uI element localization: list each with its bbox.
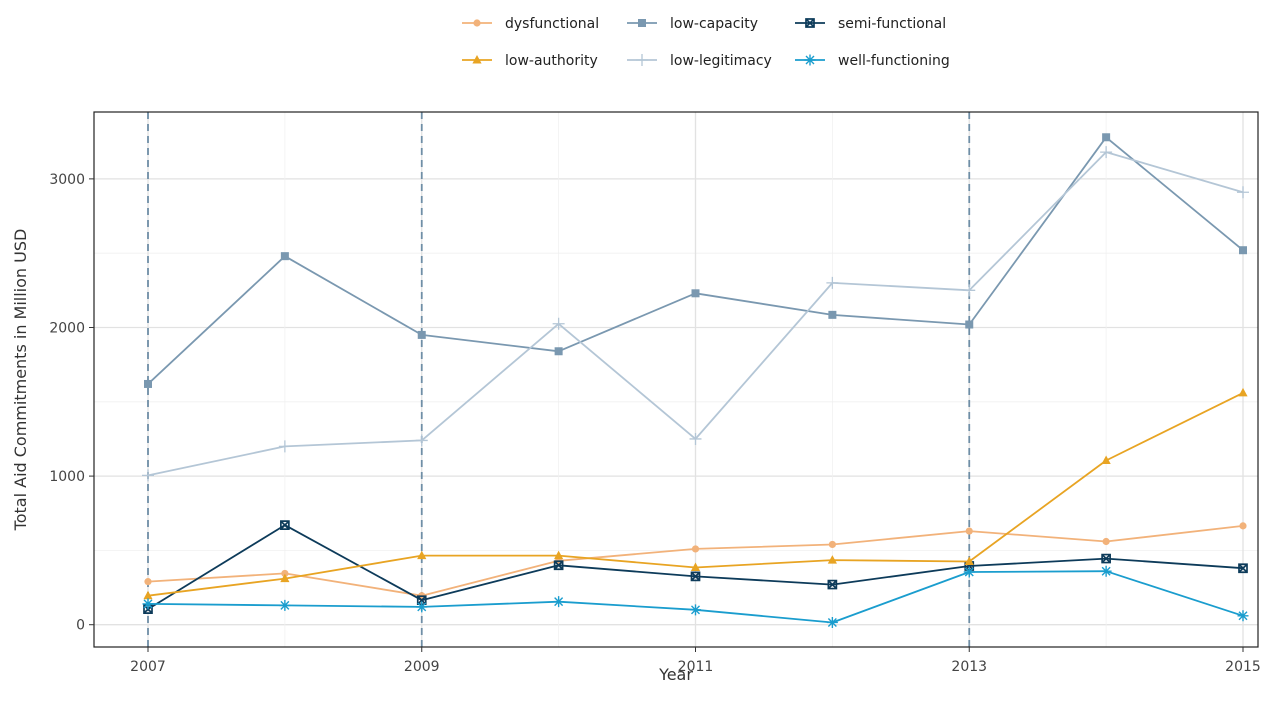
x-tick-label: 2009 bbox=[404, 659, 440, 675]
series-low-legitimacy bbox=[142, 146, 1249, 482]
point-semi-functional-2008 bbox=[280, 520, 290, 530]
point-low-capacity-2009 bbox=[417, 330, 426, 339]
point-low-legitimacy-2014 bbox=[1100, 146, 1113, 159]
point-low-legitimacy-2013 bbox=[963, 284, 976, 297]
point-low-capacity-2012 bbox=[828, 310, 837, 319]
y-tick-label: 0 bbox=[76, 618, 85, 634]
point-low-authority-2007 bbox=[143, 590, 153, 600]
legend-item-low-capacity: low-capacity bbox=[627, 16, 758, 32]
point-semi-functional-2009 bbox=[416, 595, 427, 606]
point-low-authority-2011 bbox=[690, 562, 701, 571]
point-dysfunctional-2012 bbox=[828, 540, 836, 549]
point-low-authority-2009 bbox=[417, 550, 427, 560]
y-tick-label: 2000 bbox=[49, 320, 85, 336]
point-low-authority-2012 bbox=[827, 555, 837, 564]
point-low-legitimacy-2010 bbox=[552, 317, 565, 330]
legend-key-marker bbox=[636, 54, 648, 66]
point-low-capacity-2014 bbox=[1102, 133, 1111, 142]
legend-item-low-legitimacy: low-legitimacy bbox=[627, 53, 772, 69]
point-dysfunctional-2011 bbox=[691, 545, 700, 553]
point-low-authority-2015 bbox=[1238, 387, 1248, 397]
y-axis-title: Total Aid Commitments in Million USD bbox=[11, 229, 30, 532]
point-low-legitimacy-2009 bbox=[415, 434, 428, 447]
series-low-authority bbox=[143, 387, 1248, 600]
legend-label: low-capacity bbox=[670, 16, 758, 32]
point-dysfunctional-2015 bbox=[1239, 522, 1247, 530]
x-axis-title: Year bbox=[658, 665, 693, 684]
point-low-capacity-2010 bbox=[554, 347, 563, 356]
point-low-capacity-2011 bbox=[691, 289, 700, 298]
point-low-authority-2013 bbox=[964, 556, 974, 566]
point-low-legitimacy-2012 bbox=[826, 276, 839, 289]
series-well-functioning bbox=[142, 565, 1249, 628]
legend-key-marker bbox=[805, 18, 815, 28]
point-dysfunctional-2013 bbox=[965, 527, 973, 535]
point-low-legitimacy-2015 bbox=[1237, 186, 1249, 199]
legend-key-marker bbox=[472, 55, 482, 64]
point-well-functioning-2012 bbox=[826, 616, 838, 628]
point-low-authority-2008 bbox=[280, 573, 290, 583]
point-semi-functional-2010 bbox=[553, 560, 564, 571]
point-low-capacity-2007 bbox=[144, 379, 152, 388]
point-well-functioning-2007 bbox=[142, 598, 154, 610]
x-tick-label: 2013 bbox=[951, 659, 987, 675]
series-low-capacity bbox=[144, 133, 1247, 388]
point-low-legitimacy-2008 bbox=[278, 440, 291, 453]
plot-panel-border bbox=[93, 111, 1259, 648]
point-semi-functional-2015 bbox=[1238, 563, 1248, 574]
legend-label: dysfunctional bbox=[505, 16, 599, 32]
legend-key-marker bbox=[804, 54, 816, 66]
y-tick-label: 3000 bbox=[49, 172, 85, 188]
legend: dysfunctional low-capacity semi-functional… bbox=[462, 16, 950, 69]
series-dysfunctional bbox=[144, 522, 1247, 600]
point-dysfunctional-2014 bbox=[1102, 537, 1110, 546]
point-low-authority-2014 bbox=[1101, 455, 1111, 464]
point-low-capacity-2015 bbox=[1239, 246, 1247, 255]
legend-item-low-authority: low-authority bbox=[462, 53, 598, 69]
x-axis: 2007 2009 2011 2013 2015 bbox=[130, 647, 1261, 675]
x-tick-label: 2011 bbox=[678, 659, 714, 675]
y-axis: 0 1000 2000 3000 bbox=[49, 172, 94, 634]
point-well-functioning-2009 bbox=[416, 601, 428, 613]
point-well-functioning-2010 bbox=[553, 596, 565, 608]
x-tick-label: 2007 bbox=[130, 659, 166, 675]
point-low-legitimacy-2007 bbox=[142, 469, 154, 482]
point-dysfunctional-2007 bbox=[144, 578, 152, 586]
point-low-capacity-2013 bbox=[965, 320, 974, 329]
point-low-capacity-2008 bbox=[280, 252, 289, 261]
point-well-functioning-2008 bbox=[279, 599, 291, 611]
y-tick-label: 1000 bbox=[49, 469, 85, 485]
point-semi-functional-2012 bbox=[827, 579, 838, 590]
legend-label: semi-functional bbox=[838, 16, 946, 32]
point-well-functioning-2013 bbox=[963, 566, 975, 578]
legend-label: low-legitimacy bbox=[670, 53, 772, 69]
grid-lines bbox=[94, 112, 1258, 647]
point-low-legitimacy-2011 bbox=[689, 432, 702, 445]
legend-key-marker bbox=[638, 19, 646, 27]
legend-item-well-functioning: well-functioning bbox=[795, 53, 950, 69]
point-dysfunctional-2008 bbox=[281, 569, 289, 578]
point-well-functioning-2014 bbox=[1100, 565, 1112, 577]
point-semi-functional-2011 bbox=[690, 571, 701, 582]
legend-key-marker bbox=[473, 19, 481, 27]
x-tick-label: 2015 bbox=[1225, 659, 1261, 675]
legend-label: well-functioning bbox=[838, 53, 950, 69]
legend-label: low-authority bbox=[505, 53, 598, 69]
series-group bbox=[142, 133, 1249, 628]
point-well-functioning-2011 bbox=[690, 604, 701, 616]
point-semi-functional-2014 bbox=[1101, 553, 1111, 564]
point-well-functioning-2015 bbox=[1237, 610, 1249, 622]
point-low-authority-2010 bbox=[554, 550, 564, 560]
legend-item-dysfunctional: dysfunctional bbox=[462, 16, 599, 32]
legend-item-semi-functional: semi-functional bbox=[795, 16, 946, 32]
